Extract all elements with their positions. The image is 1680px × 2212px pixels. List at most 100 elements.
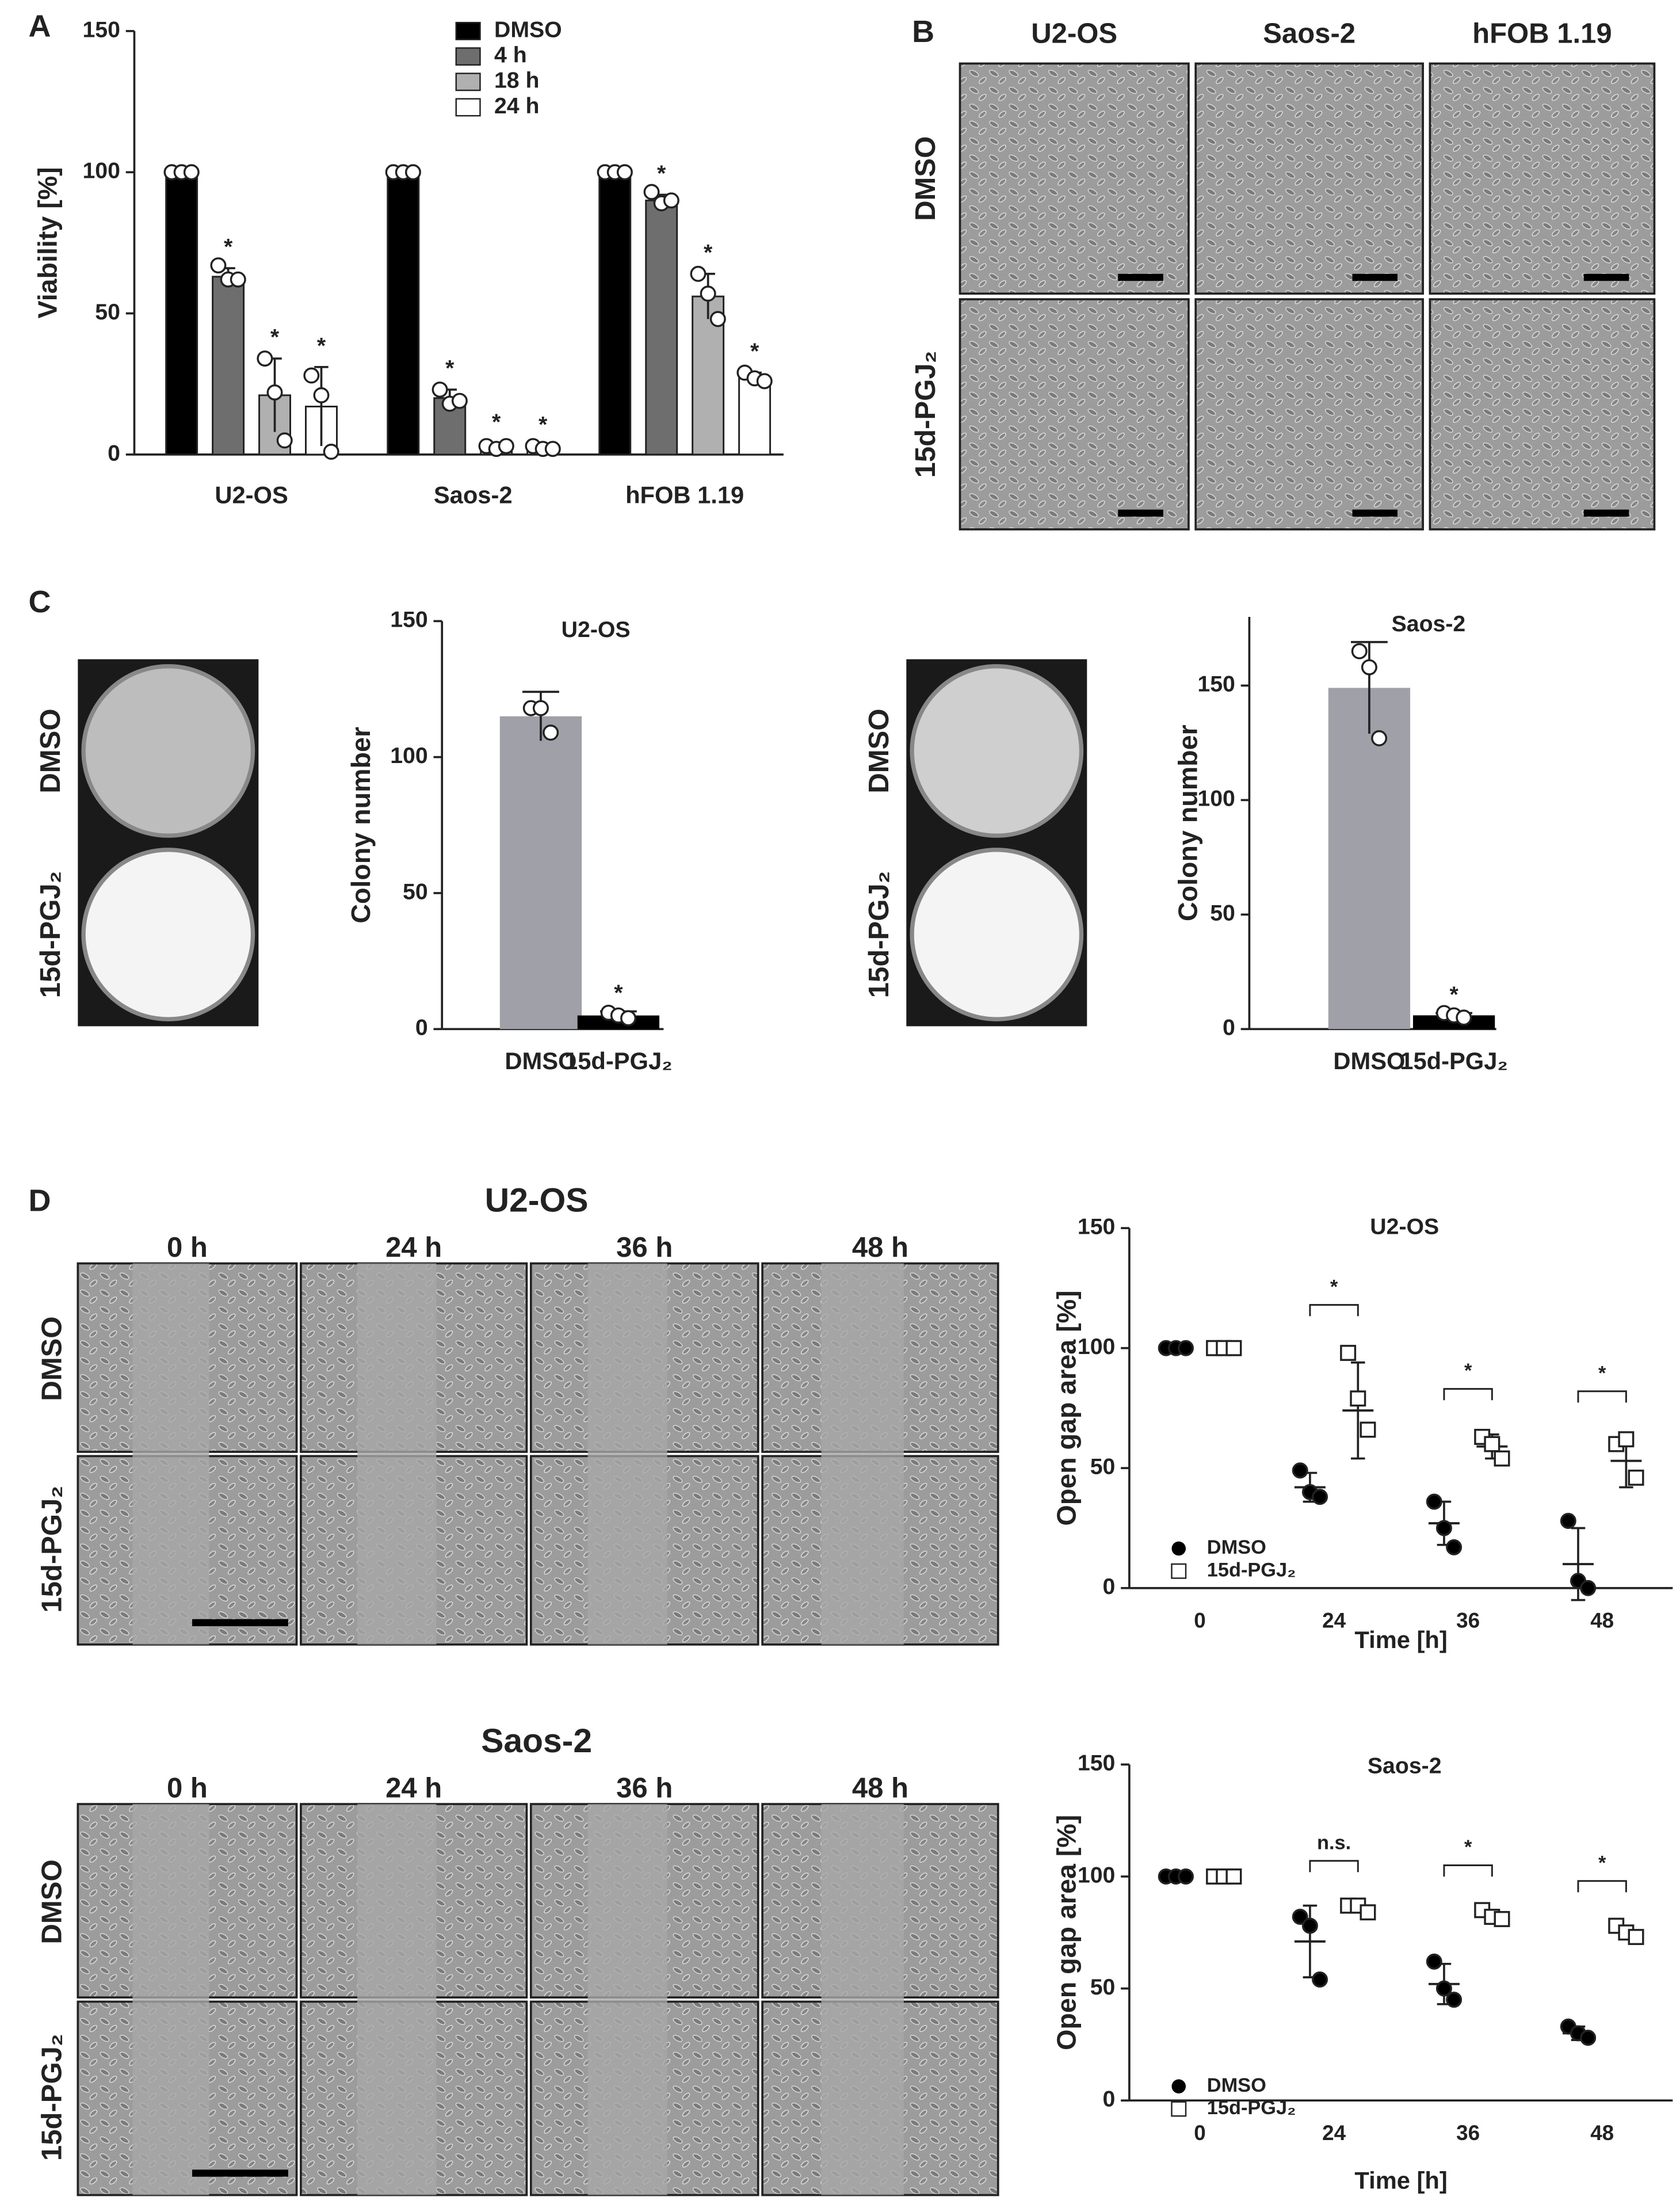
point <box>1360 1421 1376 1438</box>
point <box>1446 1539 1463 1555</box>
error-bar <box>1351 640 1388 734</box>
bracket <box>1443 1864 1493 1877</box>
significance: * <box>1330 1276 1338 1298</box>
y-tick-label: 150 <box>82 17 120 42</box>
micrograph <box>1429 298 1656 531</box>
gap <box>821 1804 904 2195</box>
point <box>432 382 448 398</box>
legend-marker <box>1171 2079 1186 2093</box>
significance: * <box>1449 982 1458 1007</box>
legend-label: 24 h <box>494 93 540 119</box>
significance: * <box>704 240 713 265</box>
x-axis-label: Time [h] <box>1354 1626 1447 1653</box>
y-tick-label: 50 <box>403 879 428 904</box>
significance: n.s. <box>1317 1832 1351 1853</box>
column-header: 36 h <box>616 1232 673 1263</box>
point <box>690 265 707 282</box>
row-label: DMSO <box>37 1317 68 1401</box>
y-tick-label: 50 <box>95 299 120 325</box>
x-tick-label: hFOB 1.19 <box>625 482 744 509</box>
point <box>616 164 633 181</box>
significance: * <box>750 339 759 364</box>
row-label: 15d-PGJ₂ <box>864 871 895 998</box>
row-label: DMSO <box>864 708 895 793</box>
point <box>1628 1469 1644 1486</box>
point <box>266 384 283 401</box>
point <box>1494 1910 1510 1927</box>
scale-bar <box>1118 509 1163 517</box>
y-tick-label: 0 <box>1103 1574 1116 1599</box>
gap <box>587 1263 667 1645</box>
point <box>1178 1868 1194 1885</box>
x-tick-label: DMSO <box>505 1047 576 1074</box>
gap <box>821 1263 904 1645</box>
point <box>1580 1580 1597 1596</box>
column-header: 24 h <box>385 1772 442 1803</box>
point <box>532 700 549 716</box>
legend-label: 4 h <box>494 42 527 67</box>
y-axis-label: Colony number <box>346 727 376 924</box>
bar <box>738 377 772 456</box>
point <box>1312 1971 1328 1988</box>
point <box>1628 1929 1644 1946</box>
significance: * <box>1464 1836 1472 1858</box>
panel-label: A <box>28 9 51 43</box>
y-tick-label: 50 <box>1090 1974 1116 2000</box>
x-tick-label: 36 <box>1456 2121 1480 2145</box>
bar <box>499 716 582 1029</box>
x-tick-label: 24 <box>1322 2121 1346 2145</box>
panel-label: B <box>912 14 934 49</box>
x-tick-label: 15d-PGJ₂ <box>1400 1047 1508 1074</box>
point <box>1360 1904 1376 1921</box>
chart-title: Saos-2 <box>1392 611 1466 636</box>
significance: * <box>224 234 233 260</box>
micrograph <box>1194 298 1424 531</box>
point <box>663 192 679 209</box>
x-tick-label: 0 <box>1194 2121 1205 2145</box>
column-header: 0 h <box>167 1232 208 1263</box>
scale-bar <box>1583 509 1629 517</box>
column-header: 48 h <box>852 1772 908 1803</box>
point <box>700 285 716 302</box>
point <box>1618 1431 1635 1448</box>
point <box>323 444 339 460</box>
legend-swatch <box>455 47 481 66</box>
point <box>1292 1909 1308 1925</box>
y-axis-label: Open gap area [%] <box>1052 1290 1082 1525</box>
well <box>81 848 255 1021</box>
micrograph <box>959 298 1190 531</box>
x-tick-label: DMSO <box>1333 1047 1405 1074</box>
row-label: 15d-PGJ₂ <box>35 871 66 998</box>
point <box>1560 1512 1576 1529</box>
x-tick-label: 48 <box>1590 2121 1614 2145</box>
column-header: 0 h <box>167 1772 208 1803</box>
significance: * <box>270 325 280 350</box>
x-tick-label: 0 <box>1194 1608 1205 1632</box>
legend-label: 15d-PGJ₂ <box>1207 1559 1296 1581</box>
y-tick-label: 150 <box>390 607 427 632</box>
legend-swatch <box>455 73 481 91</box>
well <box>81 664 255 838</box>
y-tick-label: 100 <box>1078 1862 1115 1887</box>
point <box>1426 1953 1442 1970</box>
significance: * <box>1598 1852 1606 1874</box>
gap <box>132 1804 209 2195</box>
point <box>1361 659 1377 676</box>
row-label: 15d-PGJ₂ <box>37 1486 68 1613</box>
point <box>643 184 660 200</box>
y-axis-label: Colony number <box>1173 724 1203 921</box>
point <box>544 441 561 457</box>
legend-label: 18 h <box>494 68 540 93</box>
x-tick-label: 48 <box>1590 1608 1614 1632</box>
point <box>1178 1340 1194 1356</box>
significance: * <box>317 333 326 359</box>
point <box>1225 1868 1242 1885</box>
point <box>1435 1980 1452 1997</box>
point <box>1371 730 1388 746</box>
x-tick-label: U2-OS <box>215 482 288 509</box>
point <box>620 1010 637 1027</box>
point <box>404 164 421 181</box>
point <box>543 724 559 741</box>
y-tick-label: 150 <box>1197 672 1235 697</box>
y-tick-label: 100 <box>390 743 427 768</box>
